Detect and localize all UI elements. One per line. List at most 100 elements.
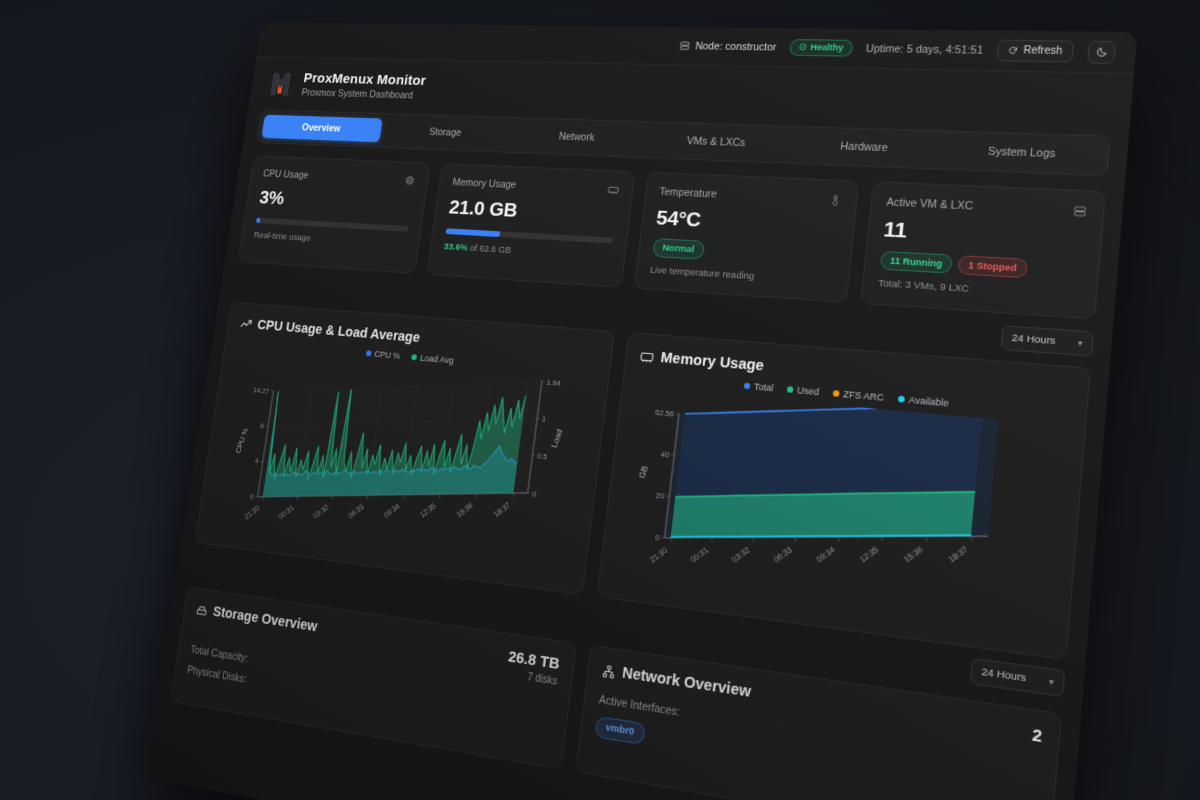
svg-text:06:33: 06:33 — [347, 503, 365, 521]
legend-dot-cpu — [365, 350, 372, 357]
svg-text:15:36: 15:36 — [455, 501, 474, 520]
memory-chart-title-row: Memory Usage — [639, 349, 1072, 401]
refresh-label: Refresh — [1022, 45, 1063, 58]
svg-text:18:37: 18:37 — [946, 545, 969, 566]
legend-label-cpu: CPU % — [373, 349, 401, 362]
chevron-down-icon: ▾ — [1048, 676, 1055, 688]
svg-text:1: 1 — [541, 415, 546, 424]
cpu-load-plot[interactable]: 14.27 8 4 0 21:30 00:31 03:32 06:33 09:34 12:35 15… — [209, 353, 588, 577]
status-badge-healthy: Healthy — [788, 38, 854, 58]
svg-text:40: 40 — [660, 450, 669, 460]
moon-icon — [1095, 46, 1108, 58]
legend-item-available: Available — [897, 394, 949, 409]
card-active-vm-lxc: Active VM & LXC 11 11 Running 1 Stopped … — [860, 181, 1106, 320]
legend-label-available: Available — [908, 394, 950, 410]
memory-chart-title: Memory Usage — [659, 350, 765, 376]
svg-text:0: 0 — [249, 492, 254, 501]
hard-drive-icon — [196, 603, 209, 617]
time-range-value-top: 24 Hours — [1011, 332, 1056, 348]
layers-icon — [1072, 205, 1087, 221]
legend-dot-total — [743, 382, 751, 390]
vms-count-value: 11 — [882, 217, 908, 243]
node-label: Node: constructor — [694, 40, 778, 53]
tab-vms-lxcs[interactable]: VMs & LXCs — [686, 135, 746, 150]
legend-dot-available — [897, 396, 905, 404]
dashboard-panel-3d: Node: constructor Healthy Uptime: 5 days… — [144, 22, 1138, 800]
network-icon — [602, 664, 617, 680]
svg-text:18:37: 18:37 — [492, 501, 512, 520]
svg-text:21:30: 21:30 — [648, 546, 669, 565]
card-cpu-usage: CPU Usage 3% Real-time usage — [237, 155, 431, 275]
legend-dot-used — [786, 386, 794, 394]
svg-text:09:34: 09:34 — [382, 502, 401, 520]
svg-text:GB: GB — [636, 464, 650, 480]
cpu-card-label: CPU Usage — [262, 168, 310, 182]
chart-card-cpu-load: CPU Usage & Load Average CPU % Load Avg … — [194, 302, 615, 596]
network-interface-badge: vmbr0 — [594, 716, 646, 745]
memory-card-label: Memory Usage — [451, 176, 517, 192]
svg-text:20: 20 — [655, 491, 664, 501]
cpu-usage-bar — [255, 217, 409, 232]
card-temperature: Temperature 54°C Normal Live temperature… — [633, 171, 860, 304]
memory-usage-value: 21.0 GB — [447, 196, 519, 222]
network-title-row: Network Overview — [601, 662, 752, 702]
svg-text:0: 0 — [655, 533, 660, 543]
server-icon — [679, 40, 691, 51]
svg-text:03:32: 03:32 — [312, 503, 330, 521]
legend-item-cpu: CPU % — [365, 349, 401, 361]
legend-label-load: Load Avg — [419, 353, 455, 366]
memory-percent: 33.6% — [443, 241, 469, 254]
temperature-status-badge: Normal — [651, 238, 706, 261]
svg-text:0: 0 — [532, 489, 537, 499]
temperature-hint: Live temperature reading — [649, 265, 755, 283]
network-title: Network Overview — [621, 665, 752, 702]
memory-total: of 62.6 GB — [469, 243, 512, 256]
temperature-value: 54°C — [655, 206, 703, 232]
refresh-button[interactable]: Refresh — [996, 39, 1075, 63]
page-title: ProxMenux Monitor — [302, 70, 427, 89]
cpu-usage-value: 3% — [258, 187, 286, 209]
thermometer-icon — [828, 194, 842, 209]
memory-plot[interactable]: 62.56 40 20 0 21:30 00:31 03:32 06:33 09:34 12:35… — [613, 388, 1060, 639]
tab-storage[interactable]: Storage — [428, 126, 463, 139]
card-memory-usage: Memory Usage 21.0 GB 33.6% of 62.6 GB — [426, 163, 636, 289]
svg-text:00:31: 00:31 — [689, 546, 710, 566]
chart-card-memory: Memory Usage Total Used ZFS ARC Availab — [596, 332, 1091, 661]
refresh-icon — [1008, 46, 1019, 55]
legend-item-zfs-arc: ZFS ARC — [832, 388, 884, 403]
proxmenux-m-logo — [268, 70, 296, 97]
uptime-text: Uptime: 5 days, 4:51:51 — [865, 42, 984, 57]
page-subtitle: Proxmox System Dashboard — [300, 87, 414, 102]
vms-running-badge: 11 Running — [879, 250, 953, 274]
svg-text:00:31: 00:31 — [277, 504, 295, 522]
time-range-value-mid: 24 Hours — [980, 666, 1027, 686]
cpu-usage-hint: Real-time usage — [253, 230, 312, 244]
vms-stopped-badge: 1 Stopped — [957, 255, 1028, 278]
svg-text:12:35: 12:35 — [418, 502, 437, 520]
tab-hardware[interactable]: Hardware — [839, 140, 889, 155]
svg-text:12:35: 12:35 — [858, 545, 881, 565]
tab-overview[interactable]: Overview — [261, 114, 383, 143]
cpu-chip-icon — [404, 175, 416, 188]
tab-system-logs[interactable]: System Logs — [987, 145, 1056, 161]
node-indicator: Node: constructor — [679, 40, 778, 53]
svg-text:06:33: 06:33 — [772, 545, 794, 565]
svg-text:14.27: 14.27 — [253, 386, 270, 396]
theme-toggle-button[interactable] — [1086, 40, 1117, 64]
svg-text:CPU %: CPU % — [233, 427, 250, 455]
legend-dot-zfs-arc — [832, 390, 840, 398]
chevron-down-icon: ▾ — [1077, 338, 1083, 349]
tab-network[interactable]: Network — [558, 130, 596, 144]
network-interface-count: 2 — [1031, 725, 1043, 748]
legend-item-total: Total — [743, 381, 774, 394]
svg-text:62.56: 62.56 — [655, 408, 675, 419]
top-status-bar: Node: constructor Healthy Uptime: 5 days… — [256, 22, 1138, 74]
vms-card-label: Active VM & LXC — [885, 196, 974, 213]
legend-item-load: Load Avg — [411, 353, 454, 366]
check-circle-icon — [799, 44, 806, 51]
legend-label-zfs-arc: ZFS ARC — [842, 389, 885, 404]
svg-text:03:32: 03:32 — [730, 545, 752, 565]
svg-text:8: 8 — [260, 422, 265, 431]
legend-dot-load — [411, 354, 418, 361]
